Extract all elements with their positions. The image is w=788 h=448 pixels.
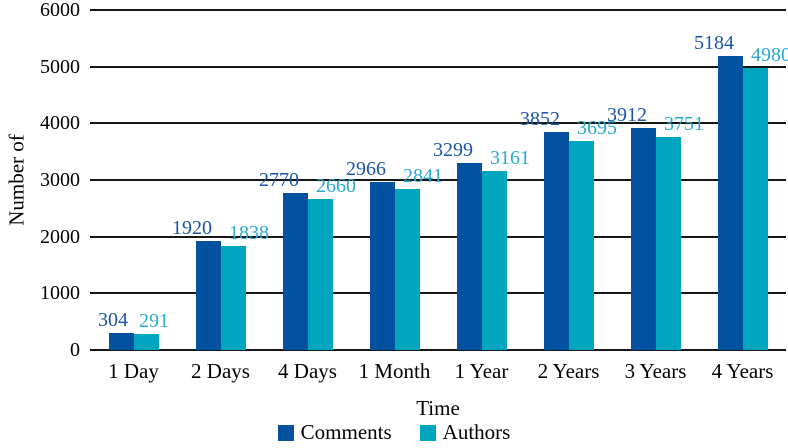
x-axis-tick-label: 1 Month [358,359,431,383]
bar-value-label-authors-1-year: 3161 [490,146,530,169]
bar-value-label-authors-3-years: 3751 [664,113,704,136]
bar-comments-4-years [717,56,743,350]
bar-comments-1-year [456,163,482,350]
bar-value-label-authors-4-days: 2660 [316,175,356,198]
y-axis-tick-label: 0 [70,339,80,361]
bar-value-label-comments-1-year: 3299 [433,139,473,162]
y-axis-tick-label: 2000 [40,225,80,248]
bar-value-label-comments-2-days: 1920 [172,217,212,240]
y-axis-tick-label: 1000 [40,282,80,305]
bar-authors-1-day [133,333,159,350]
bar-value-label-authors-2-years: 3695 [577,116,617,139]
bar-authors-1-year [481,170,507,350]
bar-value-label-authors-4-years: 4980 [751,43,788,66]
y-gridline-2000 [90,235,786,238]
x-axis-tick-label: 4 Years [711,359,774,383]
bar-value-label-comments-3-years: 3912 [607,104,647,127]
x-axis-tick-label: 1 Year [454,359,509,383]
bar-comments-1-day [108,332,134,350]
y-gridline-6000 [90,9,786,11]
y-gridline-0 [90,349,786,351]
bar-value-label-comments-4-days: 2770 [259,169,299,192]
y-gridline-3000 [90,179,786,181]
legend-item-authors: Authors [419,420,511,445]
y-gridline-1000 [90,292,786,295]
bar-authors-2-days [220,245,246,350]
bar-authors-4-years [742,67,768,350]
y-axis-tick-label: 6000 [40,0,80,21]
bar-comments-4-days [282,193,308,350]
legend-item-comments: Comments [277,420,392,445]
bar-authors-1-month [394,189,420,350]
bar-authors-4-days [307,199,333,350]
bar-comments-3-years [630,128,656,350]
x-axis-tick-label: 4 Days [278,359,337,383]
bar-comments-2-years [543,131,569,350]
bar-comments-1-month [369,181,395,350]
legend-label-comments: Comments [300,420,392,444]
y-gridline-5000 [90,65,786,68]
bar-value-label-comments-1-month: 2966 [346,157,386,180]
bar-value-label-authors-1-day: 291 [139,309,169,332]
bar-value-label-authors-2-days: 1838 [229,221,269,244]
x-axis-title: Time [416,396,460,420]
bar-value-label-authors-1-month: 2841 [403,165,443,187]
bar-value-label-comments-1-day: 304 [98,308,128,331]
x-axis-tick-label: 2 Days [191,359,250,383]
y-axis-tick-label: 4000 [40,112,80,135]
y-axis-tick-label: 5000 [40,55,80,78]
bar-value-label-comments-2-years: 3852 [520,107,560,130]
legend-swatch-comments [277,424,294,441]
x-axis-tick-label: 3 Years [624,359,687,383]
bar-comments-2-days [195,241,221,350]
y-gridline-4000 [90,122,786,125]
legend-swatch-authors [419,424,436,441]
bar-authors-3-years [655,137,681,350]
bar-authors-2-years [568,140,594,350]
y-axis-tick-label: 3000 [40,169,80,191]
x-axis-tick-label: 2 Years [537,359,600,383]
x-axis-tick-label: 1 Day [108,359,159,383]
legend-label-authors: Authors [442,420,511,444]
bar-value-label-comments-4-years: 5184 [694,32,734,55]
legend: Comments Authors [0,420,788,445]
